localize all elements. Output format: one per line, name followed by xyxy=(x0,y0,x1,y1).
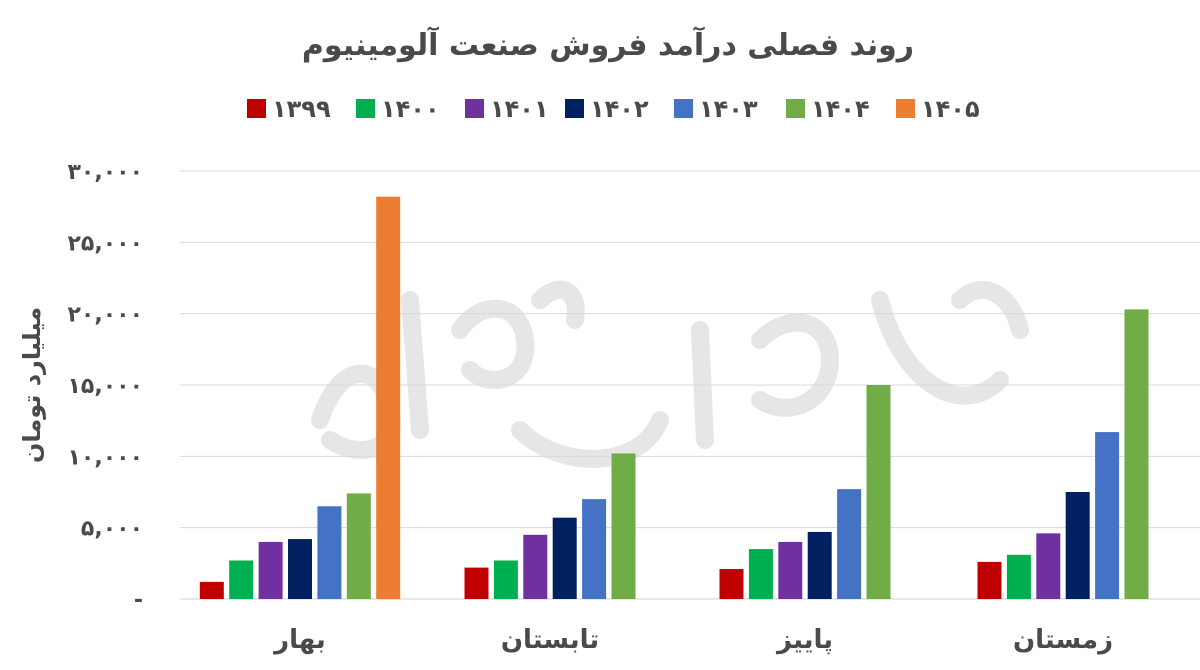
bar-5-2 xyxy=(866,385,891,599)
y-tick-label: ۵,۰۰۰ xyxy=(81,517,143,542)
bar-4-3 xyxy=(1095,432,1120,599)
legend-label-2: ۱۴۰۱ xyxy=(490,95,549,123)
bar-1-2 xyxy=(748,549,773,599)
bar-0-2 xyxy=(719,569,744,599)
y-tick-label: ۱۵,۰۰۰ xyxy=(68,374,144,399)
y-tick-label: ۱۰,۰۰۰ xyxy=(68,445,144,470)
legend-swatch-5 xyxy=(786,99,805,118)
bar-3-1 xyxy=(552,517,577,599)
legend-label-5: ۱۴۰۴ xyxy=(811,95,870,123)
bar-2-0 xyxy=(258,541,283,599)
legend-swatch-3 xyxy=(565,99,584,118)
x-category-label: تابستان xyxy=(501,625,599,655)
bar-5-0 xyxy=(346,493,371,599)
bar-4-2 xyxy=(837,489,862,599)
bar-2-3 xyxy=(1036,533,1061,599)
y-tick-label: ۲۰,۰۰۰ xyxy=(68,303,144,328)
legend-label-6: ۱۴۰۵ xyxy=(921,95,980,123)
legend-label-0: ۱۳۹۹ xyxy=(272,95,331,123)
legend-label-1: ۱۴۰۰ xyxy=(381,95,440,123)
bar-0-1 xyxy=(464,567,489,599)
x-category-label: زمستان xyxy=(1013,625,1113,655)
y-axis-title: میلیارد تومان xyxy=(18,307,46,463)
legend-swatch-2 xyxy=(465,99,484,118)
x-category-label: بهار xyxy=(272,625,326,655)
bar-3-2 xyxy=(807,531,832,599)
category-labels: بهار تابستان پاییز زمستان xyxy=(272,625,1113,655)
bar-4-1 xyxy=(582,499,607,599)
legend-swatch-4 xyxy=(674,99,693,118)
bar-6-0 xyxy=(376,196,401,599)
legend-label-3: ۱۴۰۲ xyxy=(590,95,649,123)
x-category-label: پاییز xyxy=(775,625,833,655)
bar-3-0 xyxy=(288,539,312,599)
bar-2-1 xyxy=(523,534,548,599)
bar-1-0 xyxy=(229,560,254,599)
y-tick-label: ۳۰,۰۰۰ xyxy=(68,160,144,185)
legend-swatch-0 xyxy=(247,99,266,118)
bar-2-2 xyxy=(778,541,803,599)
bars xyxy=(199,196,1149,599)
bar-5-3 xyxy=(1124,309,1149,599)
bar-4-0 xyxy=(317,506,342,599)
legend-label-4: ۱۴۰۳ xyxy=(699,95,758,123)
y-axis-ticks: - ۵,۰۰۰ ۱۰,۰۰۰ ۱۵,۰۰۰ ۲۰,۰۰۰ ۲۵,۰۰۰ ۳۰,۰۰۰ xyxy=(68,160,144,613)
legend: ۱۳۹۹ ۱۴۰۰ ۱۴۰۱ ۱۴۰۲ ۱۴۰۳ ۱۴۰۴ ۱۴۰۵ xyxy=(247,95,980,123)
bar-0-3 xyxy=(977,561,1002,599)
y-tick-label: ۲۵,۰۰۰ xyxy=(68,231,144,256)
y-tick-label: - xyxy=(134,588,143,613)
bar-3-3 xyxy=(1065,492,1090,599)
chart-title: روند فصلی درآمد فروش صنعت آلومینیوم xyxy=(302,26,914,63)
bar-0-0 xyxy=(199,581,224,599)
bar-1-1 xyxy=(493,560,518,599)
bar-1-3 xyxy=(1006,554,1031,599)
legend-swatch-6 xyxy=(896,99,915,118)
legend-swatch-1 xyxy=(356,99,375,118)
bar-5-1 xyxy=(611,453,636,599)
watermark-logo xyxy=(311,280,1029,468)
